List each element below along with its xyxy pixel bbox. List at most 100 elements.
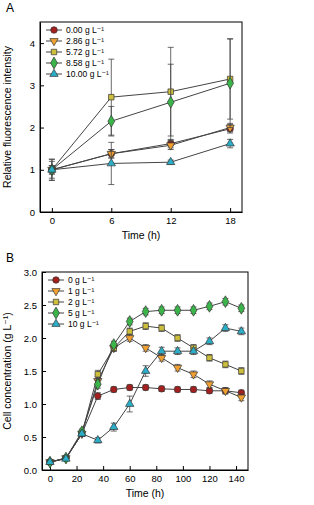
y-tick-mark bbox=[42, 272, 46, 273]
marker bbox=[110, 339, 117, 351]
x-tick-label: 0 bbox=[48, 473, 53, 484]
error-bar-cap bbox=[108, 106, 114, 107]
error-bar-cap bbox=[168, 141, 174, 142]
error-bar-cap bbox=[191, 354, 197, 355]
y-tick: 3 bbox=[30, 80, 44, 91]
marker bbox=[175, 335, 180, 340]
y-tick-label: 2.0 bbox=[24, 333, 37, 344]
marker bbox=[207, 355, 212, 360]
marker bbox=[48, 165, 56, 172]
x-tick-label: 60 bbox=[125, 473, 136, 484]
marker bbox=[158, 304, 165, 316]
error-bar bbox=[95, 393, 101, 400]
error-bar-cap bbox=[227, 38, 233, 39]
y-tick-label: 1 bbox=[30, 164, 35, 175]
y-tick: 2 bbox=[30, 122, 44, 133]
error-bar-cap bbox=[127, 396, 133, 397]
x-tick-mark bbox=[171, 208, 172, 212]
y-tick: 2.5 bbox=[24, 300, 46, 311]
series-line bbox=[52, 144, 230, 170]
series-line bbox=[50, 328, 241, 462]
legend-item: 5 g L⁻¹ bbox=[48, 307, 94, 319]
series bbox=[46, 335, 246, 467]
y-tick-label: 4 bbox=[30, 38, 35, 49]
marker bbox=[142, 384, 149, 391]
y-tick-label: 2.5 bbox=[24, 300, 37, 311]
x-tick: 60 bbox=[125, 466, 136, 484]
error-bar bbox=[108, 106, 114, 136]
y-tick-mark bbox=[42, 404, 46, 405]
error-bar bbox=[175, 387, 181, 392]
y-tick-label: 2 bbox=[30, 122, 35, 133]
x-tick: 40 bbox=[98, 466, 109, 484]
error-bar-cap bbox=[108, 59, 114, 60]
y-tick: 1.5 bbox=[24, 366, 46, 377]
y-tick-label: 0.5 bbox=[24, 432, 37, 443]
series bbox=[46, 323, 246, 464]
x-tick: 18 bbox=[225, 208, 236, 226]
marker bbox=[126, 399, 134, 406]
marker bbox=[157, 355, 165, 362]
legend-item: 2 g L⁻¹ bbox=[48, 297, 94, 307]
x-tick-label: 140 bbox=[229, 473, 245, 484]
error-bar-cap bbox=[108, 142, 114, 143]
x-tick-mark bbox=[52, 208, 53, 212]
legend-item: 1 g L⁻¹ bbox=[48, 286, 94, 296]
marker bbox=[189, 372, 197, 379]
marker bbox=[238, 302, 245, 314]
error-bar-cap bbox=[206, 344, 212, 345]
legend-item: 10 g L⁻¹ bbox=[48, 319, 99, 329]
error-bar-cap bbox=[49, 180, 55, 181]
legend: 0 g L⁻¹1 g L⁻¹2 g L⁻¹5 g L⁻¹10 g L⁻¹ bbox=[48, 275, 99, 329]
legend-marker bbox=[50, 39, 58, 46]
error-bar-cap bbox=[49, 159, 55, 160]
x-tick-label: 6 bbox=[109, 215, 114, 226]
y-tick-mark bbox=[40, 170, 44, 171]
legend-label: 1 g L⁻¹ bbox=[68, 286, 94, 296]
marker bbox=[237, 327, 245, 334]
y-tick-mark bbox=[42, 305, 46, 306]
marker bbox=[159, 325, 164, 330]
x-tick-label: 40 bbox=[98, 473, 109, 484]
error-bar-cap bbox=[206, 380, 212, 381]
plot-frame bbox=[42, 272, 248, 470]
marker bbox=[47, 456, 54, 468]
marker bbox=[46, 457, 54, 464]
y-tick-mark bbox=[42, 338, 46, 339]
plot-area bbox=[46, 296, 246, 468]
legend-label: 5.72 g L⁻¹ bbox=[66, 47, 104, 57]
x-tick: 0 bbox=[50, 208, 55, 226]
legend-marker bbox=[53, 307, 60, 319]
marker bbox=[94, 378, 101, 390]
x-tick: 100 bbox=[175, 466, 191, 484]
error-bar-cap bbox=[175, 354, 181, 355]
y-tick-mark bbox=[42, 470, 46, 471]
legend: 0.00 g L⁻¹2.86 g L⁻¹5.72 g L⁻¹8.58 g L⁻¹… bbox=[46, 25, 109, 79]
error-bar bbox=[111, 387, 117, 392]
marker bbox=[221, 323, 229, 330]
y-tick: 4 bbox=[30, 38, 44, 49]
y-axis-title: Cell concentration (g L⁻¹) bbox=[1, 312, 13, 430]
legend-label: 8.58 g L⁻¹ bbox=[66, 58, 104, 68]
legend-label: 2.86 g L⁻¹ bbox=[66, 36, 104, 46]
x-tick-label: 12 bbox=[166, 215, 177, 226]
x-tick-mark bbox=[111, 208, 112, 212]
series-line bbox=[50, 302, 241, 462]
panel: 0204060801001201400.00.51.01.52.02.53.0T… bbox=[1, 251, 249, 499]
error-bar bbox=[206, 355, 212, 362]
error-bar-cap bbox=[143, 344, 149, 345]
marker bbox=[226, 139, 234, 146]
x-axis-line bbox=[41, 212, 243, 213]
y-axis: 0.00.51.01.52.02.53.0 bbox=[24, 267, 46, 476]
y-tick-mark bbox=[40, 43, 44, 44]
error-bar-cap bbox=[49, 180, 55, 181]
error-bar-cap bbox=[143, 376, 149, 377]
marker bbox=[167, 157, 175, 164]
legend-marker bbox=[51, 49, 56, 54]
x-tick: 80 bbox=[152, 466, 163, 484]
error-bar-cap bbox=[238, 394, 244, 395]
x-tick-mark bbox=[230, 208, 231, 212]
legend-item: 2.86 g L⁻¹ bbox=[46, 36, 104, 46]
error-bar bbox=[143, 323, 149, 330]
y-tick: 3.0 bbox=[24, 267, 46, 278]
